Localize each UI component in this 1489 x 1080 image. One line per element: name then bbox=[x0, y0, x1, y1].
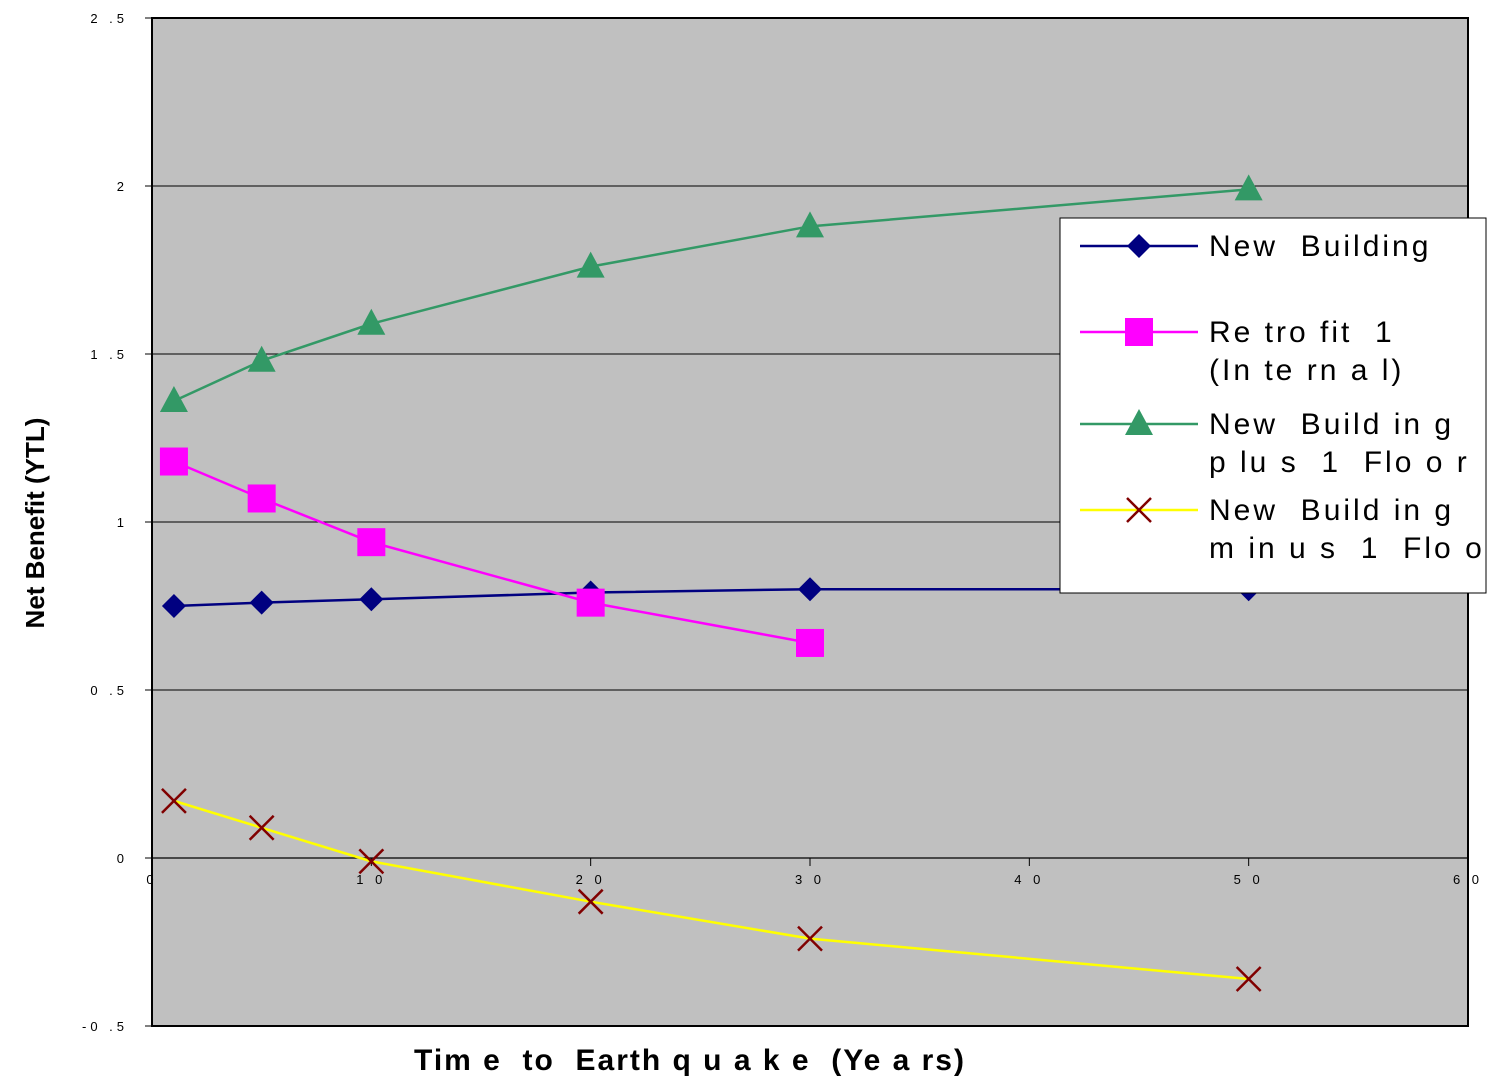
data-point bbox=[357, 308, 386, 335]
data-point bbox=[159, 386, 188, 413]
x-tick-label: 3 0 bbox=[795, 872, 825, 887]
legend-label: (In te rn a l) bbox=[1209, 354, 1404, 387]
series-3 bbox=[159, 174, 1263, 413]
data-point bbox=[247, 345, 276, 372]
data-point bbox=[159, 447, 188, 476]
legend-marker bbox=[1127, 234, 1151, 258]
x-axis-title: Tim e to Earth q u a k e (Ye a rs) bbox=[414, 1044, 966, 1077]
data-point bbox=[1235, 966, 1262, 992]
x-tick-label: 4 0 bbox=[1014, 872, 1044, 887]
data-point bbox=[796, 628, 824, 657]
x-tick-label: 0 bbox=[146, 872, 157, 887]
legend-box bbox=[1059, 217, 1487, 594]
legend-entry-4: New Build in g m in u s 1 Flo o r bbox=[1080, 494, 1489, 565]
legend-entry-2: Re tro fit 1 (In te rn a l) bbox=[1080, 316, 1404, 387]
data-point bbox=[576, 251, 605, 278]
data-point bbox=[796, 211, 824, 238]
legend-label: m in u s 1 Flo o r bbox=[1209, 532, 1489, 565]
data-point bbox=[577, 888, 604, 915]
data-point bbox=[1234, 174, 1263, 201]
legend-label: p lu s 1 Flo o r bbox=[1209, 446, 1470, 479]
data-point bbox=[798, 577, 822, 602]
data-point bbox=[247, 484, 276, 513]
legend-label: New Building bbox=[1209, 230, 1431, 263]
data-point bbox=[161, 594, 186, 618]
series-4 bbox=[161, 787, 1262, 992]
x-tick-label: 1 0 bbox=[356, 872, 386, 887]
y-axis: -0 .5 0 0 .5 1 1 .5 2 2 .5 bbox=[82, 11, 152, 1034]
data-point bbox=[576, 588, 605, 617]
x-tick-label: 6 0 bbox=[1453, 872, 1483, 887]
x-tick-label: 2 0 bbox=[576, 872, 606, 887]
legend-entry-3: New Build in g p lu s 1 Flo o r bbox=[1080, 408, 1470, 479]
legend-label: New Build in g bbox=[1209, 494, 1454, 527]
series-line bbox=[173, 799, 1249, 981]
y-tick-label: 0 .5 bbox=[90, 683, 128, 698]
series-layer bbox=[159, 174, 1263, 992]
series-line bbox=[173, 587, 1249, 608]
x-axis: 0 1 0 2 0 3 0 4 0 5 0 6 0 bbox=[146, 857, 1483, 887]
series-2 bbox=[159, 447, 824, 657]
data-point bbox=[161, 787, 187, 814]
x-tick-label: 5 0 bbox=[1234, 872, 1264, 887]
data-point bbox=[248, 814, 275, 841]
y-tick-label: 0 bbox=[117, 851, 128, 866]
legend-marker bbox=[1125, 318, 1153, 346]
data-point bbox=[797, 925, 823, 952]
series-line bbox=[173, 188, 1249, 403]
y-tick-label: 1 .5 bbox=[90, 347, 128, 362]
legend-entry-1: New Building bbox=[1080, 230, 1431, 263]
y-tick-label: -0 .5 bbox=[82, 1019, 128, 1034]
legend-marker bbox=[1126, 497, 1152, 523]
legend-marker bbox=[1125, 409, 1153, 435]
y-tick-label: 2 .5 bbox=[90, 11, 128, 26]
data-point bbox=[357, 528, 386, 557]
legend-label: New Build in g bbox=[1209, 408, 1454, 441]
y-tick-label: 2 bbox=[117, 179, 128, 194]
data-point bbox=[359, 587, 384, 612]
y-axis-title: Net Benefit (YTL) bbox=[20, 418, 50, 629]
legend-label: Re tro fit 1 bbox=[1209, 316, 1395, 349]
data-point bbox=[249, 590, 274, 615]
y-tick-label: 1 bbox=[117, 515, 128, 530]
legend: New Building Re tro fit 1 (In te rn a l) Ne… bbox=[1059, 217, 1489, 594]
data-point bbox=[358, 848, 385, 875]
